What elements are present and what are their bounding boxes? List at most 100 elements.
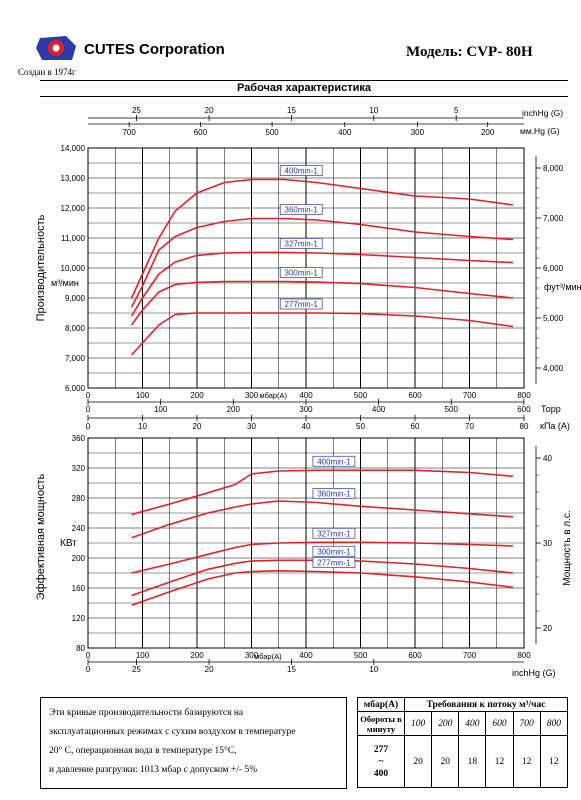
x-axis-label: мбар(А) [254, 652, 282, 661]
company-logo [36, 36, 76, 60]
right-axis-tick-label: 4,000 [543, 364, 564, 373]
value-row: 277 ~ 400 20 20 18 12 12 12 [357, 735, 569, 788]
series-label-box [279, 204, 323, 215]
y-tick-label: 120 [72, 614, 86, 623]
plot-frame [87, 437, 525, 649]
right-axis-tick-label: 30 [543, 539, 552, 548]
y-tick-label: 160 [72, 584, 86, 593]
series-label: 300min-1 [285, 269, 319, 278]
series-line-360min-1 [130, 217, 514, 308]
kpa-tick-label: 50 [356, 422, 365, 431]
inchhg-tick-label: 20 [205, 106, 214, 115]
series-label-box [279, 298, 323, 310]
series-label: 400min-1 [317, 457, 351, 466]
x-tick-label: 600 [408, 391, 422, 400]
x-tick-label: 400 [299, 651, 313, 660]
x-tick-label: 300 [245, 651, 259, 660]
inchhg-tick-label: 15 [287, 665, 296, 674]
x-tick-label: 500 [354, 391, 368, 400]
x-tick-label: 700 [463, 391, 477, 400]
series-label-box [312, 455, 356, 467]
pressure-cell: 700 [512, 711, 541, 736]
x-tick-label: 0 [86, 651, 91, 660]
y-tick-label: 7,000 [65, 354, 86, 363]
series-label-box [312, 527, 356, 539]
y-tick-label: 11,000 [61, 234, 85, 243]
company-name: CUTES Corporation [84, 41, 225, 58]
y-tick-label: 13,000 [61, 174, 86, 183]
series-label-box [279, 238, 323, 249]
x-tick-label: 0 [86, 391, 91, 400]
pressure-cell: 800 [539, 711, 569, 736]
inchhg-tick-label: 10 [369, 106, 378, 115]
right-axis-tick-label: 20 [543, 624, 552, 633]
right-axis-tick-label: 5,000 [543, 314, 564, 323]
mmhg-tick-label: 600 [194, 128, 208, 137]
series-line-327min-1 [130, 251, 514, 317]
series-label-box [312, 557, 356, 568]
flow-value-cell: 20 [403, 735, 433, 788]
pressure-row: Обороты в минуту 100 200 400 600 700 800 [357, 711, 569, 736]
note-line-2: эксплуатационных режимах с сухим воздухо… [49, 727, 296, 737]
right-axis-tick-label: 6,000 [543, 264, 564, 273]
series-label: 300min-1 [317, 547, 351, 556]
x-tick-label: 100 [136, 391, 150, 400]
note-line-1: Эти кривые производительности базируются… [49, 708, 244, 718]
series-label-box [279, 267, 323, 278]
series-label: 400min-1 [285, 167, 319, 176]
rpm-range-cell: 277 ~ 400 [357, 735, 405, 788]
flow-main-header: Требования к потоку м³/час [404, 697, 568, 712]
plot-frame [87, 147, 525, 389]
flow-value-cell: 12 [512, 735, 541, 788]
flow-requirements-table: мбар(А) Требования к потоку м³/час Оборо… [357, 697, 569, 788]
kpa-tick-label: 30 [247, 422, 256, 431]
series-line-400min-1 [130, 178, 514, 299]
torr-tick-label: 400 [372, 405, 386, 414]
y-tick-label: 80 [76, 644, 85, 653]
inchhg-tick-label: 0 [86, 665, 91, 674]
kpa-tick-label: 0 [86, 422, 91, 431]
inchhg-tick-label: 5 [454, 106, 459, 115]
x-tick-label: 700 [463, 651, 477, 660]
x-axis-label: мбар(А) [260, 391, 288, 400]
y-axis-label: Эффективная мощность [35, 473, 47, 600]
series-label: 277min-1 [317, 559, 351, 568]
flow-value-cell: 20 [431, 735, 460, 788]
x-tick-label: 300 [245, 391, 259, 400]
series-label: 327min-1 [317, 529, 351, 538]
right-axis-tick-label: 7,000 [543, 214, 564, 223]
y-tick-label: 10,000 [61, 264, 86, 273]
series-line-277min-1 [131, 570, 514, 607]
torr-tick-label: 0 [86, 405, 91, 414]
y-axis-unit: м³/мин [51, 278, 79, 288]
x-tick-label: 200 [190, 651, 204, 660]
x-tick-label: 800 [517, 651, 531, 660]
mmhg-tick-label: 700 [122, 128, 136, 137]
rpm-min: 277 [373, 744, 389, 755]
y-tick-label: 320 [72, 464, 86, 473]
y-tick-label: 6,000 [65, 384, 86, 393]
inchhg-axis-label: inchHg (G) [512, 668, 556, 678]
series-label-box [279, 165, 323, 176]
x-tick-label: 800 [517, 391, 531, 400]
note-line-3: 20° С, операционная вода в температуре 1… [49, 746, 237, 756]
kpa-tick-label: 20 [193, 422, 202, 431]
inchhg-tick-label: 25 [132, 665, 141, 674]
y-tick-label: 8,000 [65, 324, 86, 333]
series-line-400min-1 [131, 469, 514, 516]
torr-tick-label: 500 [445, 405, 459, 414]
torr-tick-label: 300 [299, 405, 313, 414]
rpm-tilde: ~ [378, 756, 384, 767]
right-axis-label: фут³/мин [544, 282, 581, 292]
right-axis-tick-label: 8,000 [543, 164, 564, 173]
mmhg-tick-label: 300 [411, 128, 425, 137]
y-axis-label: Производительность [35, 214, 47, 321]
right-axis-label: Мощность в л.с. [562, 510, 573, 585]
flow-value-cell: 12 [485, 735, 514, 788]
flow-value-cell: 12 [539, 735, 569, 788]
y-tick-label: 200 [72, 554, 86, 563]
mmhg-axis-label: мм.Hg (G) [520, 126, 560, 136]
mmhg-tick-label: 400 [338, 128, 352, 137]
y-tick-label: 12,000 [61, 204, 86, 213]
right-axis-tick-label: 40 [543, 454, 552, 463]
